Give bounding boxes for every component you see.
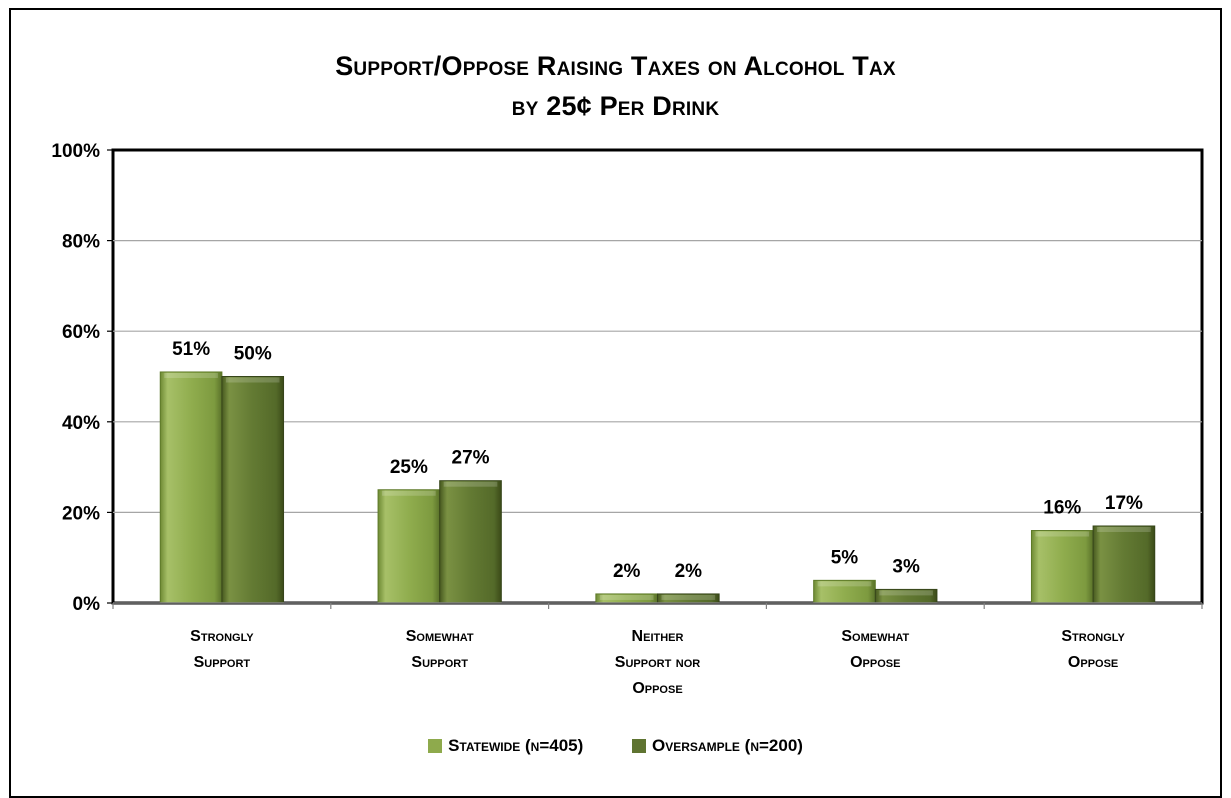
x-category-label: Somewhat Oppose bbox=[780, 624, 970, 676]
data-label: 16% bbox=[1043, 498, 1081, 519]
legend: Statewide (n=405) Oversample (n=200) bbox=[0, 736, 1231, 758]
bar-oversample bbox=[1092, 525, 1156, 604]
y-tick-label: 20% bbox=[62, 503, 100, 524]
data-label: 5% bbox=[831, 547, 859, 568]
bar-bevel bbox=[164, 372, 218, 378]
bar-bevel bbox=[817, 581, 872, 587]
x-category-label-line: Support bbox=[411, 654, 468, 671]
data-label: 3% bbox=[892, 556, 920, 577]
bar-statewide bbox=[377, 489, 441, 604]
data-label: 2% bbox=[613, 561, 641, 582]
x-category-label: Neither Support nor Oppose bbox=[563, 624, 753, 702]
y-tick-label: 100% bbox=[51, 141, 100, 162]
data-label: 51% bbox=[172, 339, 210, 360]
chart-title-line-1: Support/Oppose Raising Taxes on Alcohol … bbox=[335, 51, 896, 81]
bar-oversample bbox=[439, 480, 502, 604]
x-category-label-line: Neither bbox=[631, 628, 684, 645]
x-category-label-line: Oppose bbox=[850, 654, 901, 671]
x-category-label: Strongly Support bbox=[127, 624, 317, 676]
x-category-label-line: Somewhat bbox=[841, 628, 910, 645]
bar-bevel bbox=[1097, 526, 1151, 532]
legend-swatch-statewide bbox=[428, 739, 443, 753]
legend-item-oversample: Oversample (n=200) bbox=[632, 736, 803, 756]
data-label: 25% bbox=[390, 457, 428, 478]
x-category-label-line: Somewhat bbox=[405, 628, 474, 645]
chart-title: Support/Oppose Raising Taxes on Alcohol … bbox=[0, 46, 1231, 126]
x-category-label: Strongly Oppose bbox=[998, 624, 1188, 676]
bar-statewide bbox=[1030, 530, 1094, 604]
bar-bevel bbox=[661, 594, 716, 600]
bar-bevel bbox=[879, 590, 933, 596]
x-category-label-line: Strongly bbox=[1061, 628, 1125, 645]
bar-bevel bbox=[382, 490, 436, 496]
legend-swatch-oversample bbox=[632, 739, 647, 753]
y-tick-label: 0% bbox=[73, 594, 101, 615]
bar-bevel bbox=[443, 481, 498, 487]
data-label: 50% bbox=[234, 344, 272, 365]
data-label: 17% bbox=[1105, 493, 1143, 514]
y-tick-label: 80% bbox=[62, 232, 100, 253]
bar-bevel bbox=[599, 594, 654, 600]
x-category-label-line: Oppose bbox=[632, 680, 683, 697]
chart-title-line-2: by 25¢ Per Drink bbox=[511, 91, 720, 121]
legend-label-statewide: Statewide (n=405) bbox=[448, 736, 584, 755]
y-tick-label: 60% bbox=[62, 322, 100, 343]
bar-chart: 0% 20% 40% 60% 80% 100% 51% 50% 25% 27% 2% 2% 5% 3% 1… bbox=[51, 141, 1204, 615]
x-category-label-line: Support bbox=[193, 654, 251, 671]
x-category-label: Somewhat Support bbox=[345, 624, 535, 676]
data-label: 2% bbox=[675, 561, 703, 582]
legend-label-oversample: Oversample (n=200) bbox=[652, 736, 803, 755]
x-category-label-line: Support nor bbox=[614, 654, 701, 671]
data-label: 27% bbox=[452, 448, 490, 469]
bar-oversample bbox=[221, 376, 285, 604]
bar-statewide bbox=[159, 371, 223, 604]
x-category-label-line: Oppose bbox=[1067, 654, 1119, 671]
x-category-label-line: Strongly bbox=[190, 628, 254, 645]
bar-bevel bbox=[225, 377, 280, 383]
bar-bevel bbox=[1035, 531, 1090, 537]
y-tick-label: 40% bbox=[62, 413, 100, 434]
legend-item-statewide: Statewide (n=405) bbox=[428, 736, 583, 756]
